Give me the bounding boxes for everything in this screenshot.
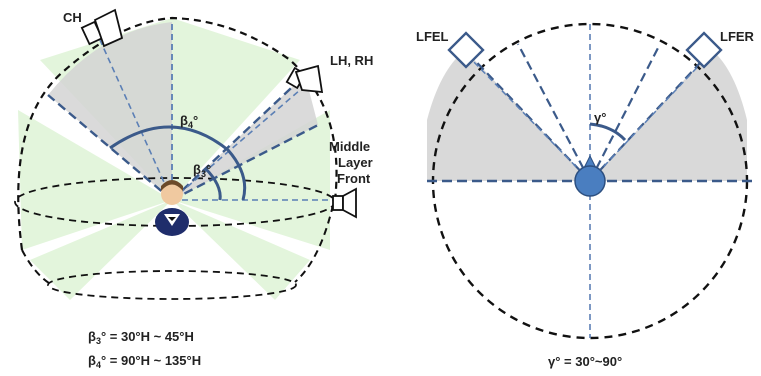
gamma-arc <box>589 122 627 142</box>
gray-sector-left <box>427 50 590 181</box>
label-middle: Middle <box>329 139 370 154</box>
dome-lower-left <box>21 249 53 286</box>
dome-lower-right <box>294 204 334 283</box>
sector-line-side-upper <box>171 74 306 201</box>
formula-beta3: β3° = 30°H ~ 45°H <box>88 329 194 346</box>
sector-edge-right-inner <box>589 43 661 182</box>
gray-sector-top <box>48 22 172 200</box>
left-dome-diagram: CH LH, RH Middle Layer Front β4° β3° β3°… <box>14 8 373 370</box>
beta3-arc <box>203 166 222 201</box>
coverage-wedge-lower-left <box>30 200 172 300</box>
bottom-layer-ellipse <box>47 270 297 300</box>
speaker-line-right <box>589 57 707 182</box>
label-lfer: LFER <box>720 29 755 44</box>
sector-edge-left-inner <box>517 43 591 182</box>
label-ch: CH <box>63 10 82 25</box>
label-lfel: LFEL <box>416 29 449 44</box>
speaker-lh-icon <box>285 64 324 94</box>
sector-edge-right-outer <box>589 49 713 182</box>
label-beta4: β4° <box>180 113 198 130</box>
dome-outline <box>17 16 338 251</box>
formula-beta4: β4° = 90°H ~ 135°H <box>88 353 201 370</box>
label-front: Front <box>337 171 371 186</box>
label-beta3: β3° <box>193 162 211 179</box>
sector-line-lh <box>171 89 301 201</box>
speaker-lfel-icon <box>447 31 485 69</box>
speaker-line-left <box>469 57 591 182</box>
label-layer: Layer <box>338 155 373 170</box>
right-circle-diagram: LFEL LFER γ° γ° = 30°~90° <box>416 22 755 369</box>
listener-figure <box>155 180 189 236</box>
beta4-arc <box>109 125 247 201</box>
speaker-lfer-icon <box>685 31 723 69</box>
label-gamma: γ° <box>594 110 606 125</box>
label-lh-rh: LH, RH <box>330 53 373 68</box>
listener-dot <box>574 165 606 197</box>
speaker-middle-front-icon <box>332 187 357 219</box>
gray-sector-right <box>590 50 747 181</box>
formula-gamma: γ° = 30°~90° <box>548 354 622 369</box>
speaker-ch-icon <box>80 8 124 48</box>
coverage-wedge-left <box>18 110 172 250</box>
